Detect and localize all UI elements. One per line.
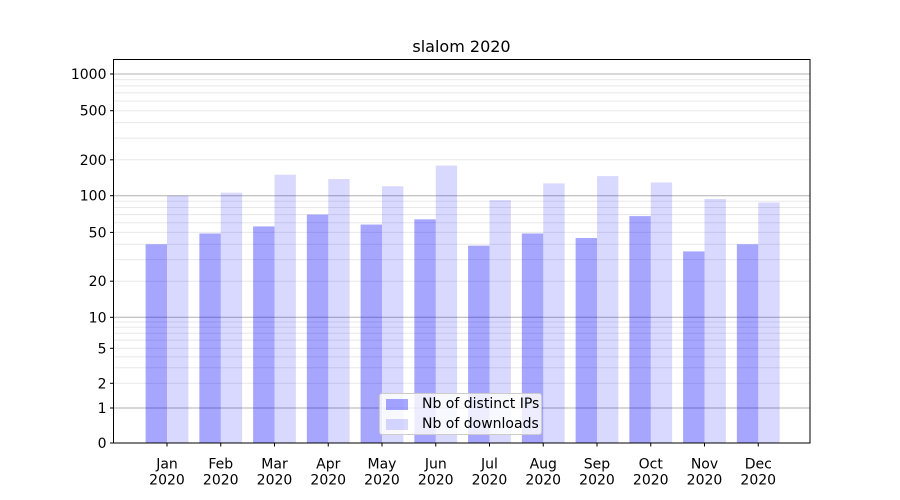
y-tick-label: 1: [98, 401, 107, 417]
x-tick-label: Aug: [530, 457, 557, 473]
bar-downloads-nov-2020: [704, 198, 726, 443]
legend-item: Nb of downloads: [386, 414, 541, 434]
legend-swatch-downloads: [386, 418, 408, 430]
x-tick-label: 2020: [740, 473, 776, 489]
bar-distinct-ips-jan-2020: [145, 244, 167, 443]
bar-distinct-ips-mar-2020: [253, 226, 275, 443]
y-tick-label: 2: [98, 376, 107, 392]
y-tick-label: 5: [98, 341, 107, 357]
bar-distinct-ips-feb-2020: [199, 233, 221, 443]
x-tick-label: Sep: [584, 457, 611, 473]
x-tick-label: Mar: [261, 457, 288, 473]
bar-downloads-apr-2020: [328, 179, 350, 443]
x-tick-label: 2020: [203, 473, 239, 489]
bar-distinct-ips-dec-2020: [736, 244, 759, 443]
legend: Nb of distinct IPs Nb of downloads: [379, 393, 542, 435]
x-tick-label: Feb: [208, 457, 233, 473]
x-tick-label: Nov: [691, 457, 718, 473]
y-tick-label: 10: [89, 310, 107, 326]
bar-distinct-ips-apr-2020: [306, 214, 329, 443]
x-tick-label: Dec: [745, 457, 772, 473]
bar-downloads-sep-2020: [597, 176, 619, 443]
bar-downloads-jul-2020: [489, 200, 511, 443]
bar-downloads-mar-2020: [274, 174, 296, 444]
x-tick-label: 2020: [257, 473, 293, 489]
bar-distinct-ips-aug-2020: [521, 233, 544, 443]
x-tick-label: Apr: [316, 457, 340, 473]
y-tick-label: 200: [80, 153, 107, 169]
x-tick-label: 2020: [418, 473, 454, 489]
x-tick-label: 2020: [310, 473, 346, 489]
x-tick-label: 2020: [525, 473, 561, 489]
y-tick-label: 100: [80, 189, 107, 205]
y-tick-label: 50: [89, 225, 107, 241]
x-tick-label: 2020: [364, 473, 400, 489]
y-tick-label: 0: [98, 436, 107, 452]
x-tick-label: May: [368, 457, 397, 473]
bar-distinct-ips-nov-2020: [683, 251, 705, 443]
plot-border: [113, 59, 811, 444]
legend-item: Nb of distinct IPs: [386, 394, 541, 414]
legend-label: Nb of distinct IPs: [422, 396, 540, 412]
bar-downloads-oct-2020: [650, 182, 673, 443]
bar-downloads-dec-2020: [758, 202, 780, 443]
y-tick-label: 500: [80, 104, 107, 120]
legend-label: Nb of downloads: [422, 416, 539, 432]
x-tick-label: Oct: [639, 457, 664, 473]
x-tick-label: Jul: [480, 457, 498, 473]
x-tick-label: Jan: [155, 457, 178, 473]
bar-downloads-may-2020: [382, 186, 404, 443]
bar-distinct-ips-sep-2020: [575, 238, 597, 443]
bar-downloads-feb-2020: [220, 192, 243, 443]
bar-downloads-jan-2020: [167, 195, 189, 443]
bar-downloads-jun-2020: [435, 165, 458, 443]
x-tick-label: 2020: [633, 473, 669, 489]
chart-title: slalom 2020: [412, 37, 511, 56]
bar-distinct-ips-oct-2020: [629, 216, 651, 443]
y-tick-label: 20: [89, 274, 107, 290]
x-tick-label: 2020: [687, 473, 723, 489]
x-tick-label: 2020: [149, 473, 185, 489]
bar-downloads-aug-2020: [543, 183, 565, 443]
x-tick-label: 2020: [579, 473, 615, 489]
x-tick-label: 2020: [472, 473, 508, 489]
y-tick-label: 1000: [71, 67, 107, 83]
legend-swatch-distinct-ips: [386, 398, 408, 410]
bar-distinct-ips-jun-2020: [414, 219, 436, 443]
x-tick-label: Jun: [424, 457, 447, 473]
bar-distinct-ips-may-2020: [360, 224, 382, 443]
